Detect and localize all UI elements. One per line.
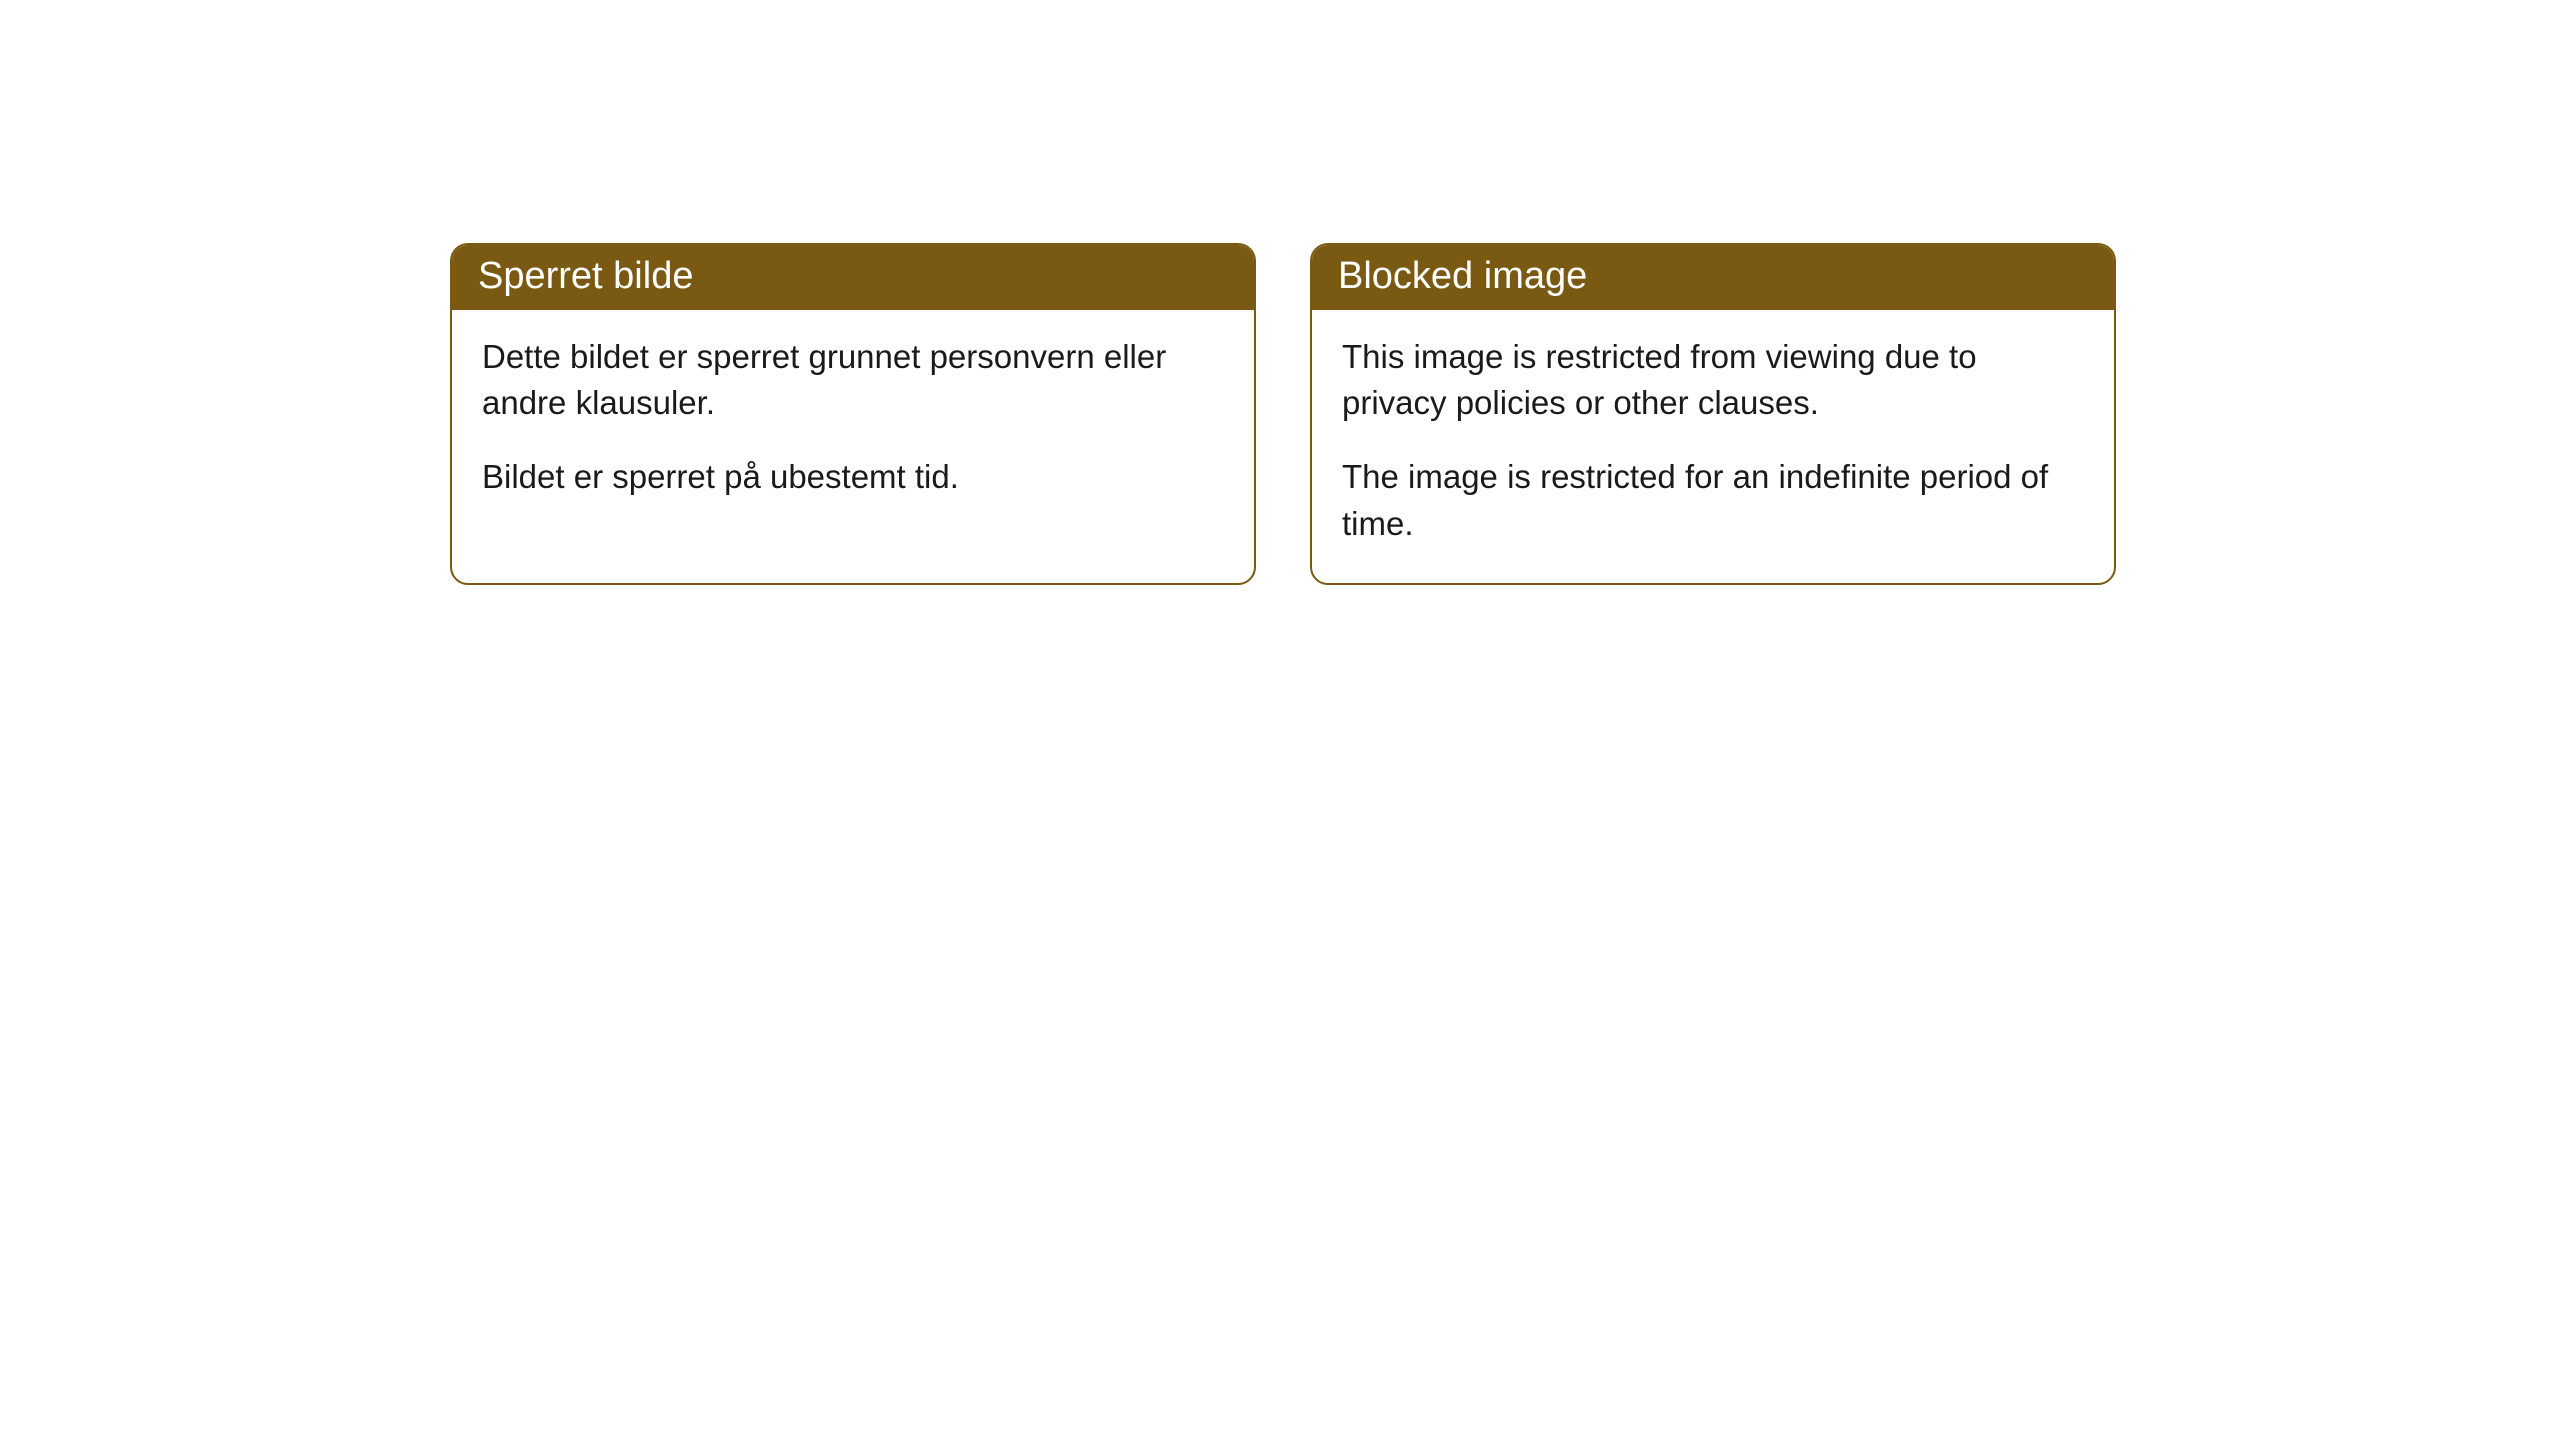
card-text-line: This image is restricted from viewing du…	[1342, 334, 2084, 426]
blocked-image-card-english: Blocked image This image is restricted f…	[1310, 243, 2116, 585]
card-body: Dette bildet er sperret grunnet personve…	[452, 310, 1254, 537]
card-text-line: The image is restricted for an indefinit…	[1342, 454, 2084, 546]
card-body: This image is restricted from viewing du…	[1312, 310, 2114, 583]
card-header: Blocked image	[1312, 245, 2114, 310]
blocked-image-card-norwegian: Sperret bilde Dette bildet er sperret gr…	[450, 243, 1256, 585]
card-header: Sperret bilde	[452, 245, 1254, 310]
notice-container: Sperret bilde Dette bildet er sperret gr…	[0, 0, 2560, 585]
card-text-line: Dette bildet er sperret grunnet personve…	[482, 334, 1224, 426]
card-text-line: Bildet er sperret på ubestemt tid.	[482, 454, 1224, 500]
